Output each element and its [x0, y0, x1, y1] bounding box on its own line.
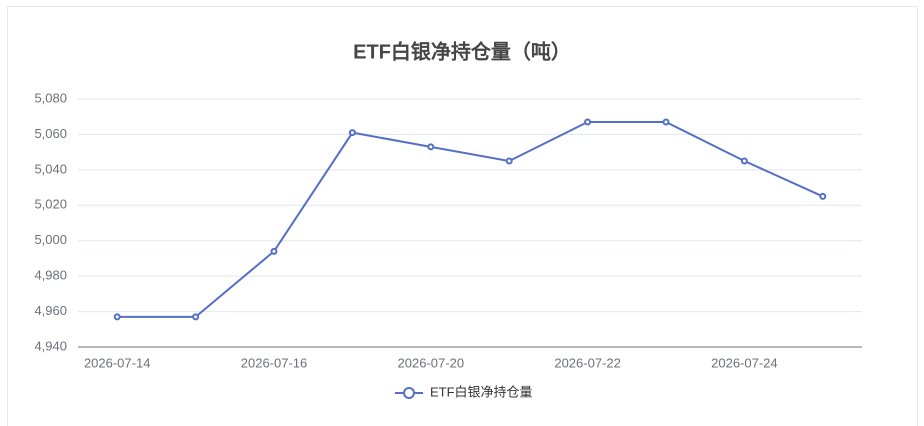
y-tick-label: 4,940	[34, 338, 67, 353]
x-tick-label: 2026-07-24	[711, 355, 778, 370]
y-tick-label: 5,080	[34, 90, 67, 105]
data-point	[427, 143, 435, 151]
data-point	[740, 157, 748, 165]
data-point	[348, 129, 356, 137]
data-point	[662, 118, 670, 126]
y-tick-label: 5,040	[34, 161, 67, 176]
y-tick-label: 4,980	[34, 268, 67, 283]
legend-marker	[403, 387, 415, 399]
legend-label: ETF白银净持仓量	[430, 384, 533, 399]
x-tick-label: 2026-07-14	[84, 355, 151, 370]
data-line	[117, 121, 824, 318]
data-point	[819, 192, 827, 200]
data-point	[270, 247, 278, 255]
x-tick-label: 2026-07-22	[554, 355, 621, 370]
x-tick-label: 2026-07-20	[398, 355, 465, 370]
y-tick-label: 5,000	[34, 232, 67, 247]
y-axis-labels: 4,940 4,960 4,980 5,000 5,020 5,040 5,060 5,080	[34, 90, 67, 353]
data-point	[584, 118, 592, 126]
y-tick-label: 5,020	[34, 197, 67, 212]
data-point	[192, 313, 200, 321]
y-tick-label: 4,960	[34, 303, 67, 318]
chart-frame	[7, 6, 918, 426]
chart-title: ETF白银净持仓量（吨）	[353, 39, 571, 63]
y-tick-label: 5,060	[34, 126, 67, 141]
data-point	[113, 313, 121, 321]
x-tick-label: 2026-07-16	[241, 355, 308, 370]
data-point	[505, 157, 513, 165]
